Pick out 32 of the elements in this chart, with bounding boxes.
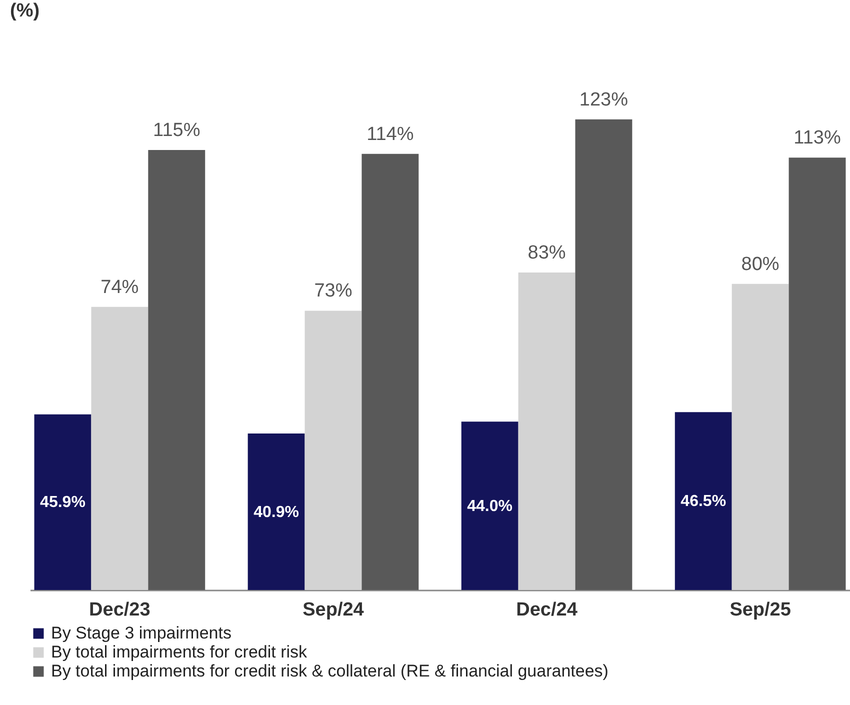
data-label: 113% bbox=[794, 128, 841, 149]
legend-label: By total impairments for credit risk bbox=[51, 642, 308, 662]
data-label: 74% bbox=[100, 276, 139, 298]
chart-title: (%) bbox=[10, 0, 40, 22]
bar bbox=[732, 284, 789, 590]
bar bbox=[461, 422, 518, 590]
data-label: 115% bbox=[153, 120, 200, 142]
bar bbox=[362, 154, 419, 590]
data-label: 83% bbox=[528, 242, 566, 264]
data-label: 123% bbox=[579, 89, 628, 110]
x-tick-label: Sep/24 bbox=[302, 600, 364, 620]
bar bbox=[248, 434, 305, 590]
bar bbox=[518, 272, 576, 590]
data-label: 73% bbox=[314, 280, 352, 302]
data-label: 80% bbox=[741, 254, 780, 275]
x-tick-label: Dec/23 bbox=[89, 600, 150, 620]
bar bbox=[34, 414, 92, 590]
data-label: 114% bbox=[366, 124, 414, 145]
bar bbox=[91, 306, 148, 590]
bar bbox=[304, 310, 362, 590]
x-tick-label: Dec/24 bbox=[516, 600, 578, 620]
bar bbox=[148, 150, 206, 590]
bar bbox=[788, 158, 846, 590]
legend-label: By Stage 3 impairments bbox=[51, 624, 232, 642]
data-label: 45.9% bbox=[40, 494, 86, 512]
bar bbox=[575, 119, 632, 590]
x-tick-label: Sep/25 bbox=[730, 600, 792, 620]
data-label: 40.9% bbox=[254, 504, 299, 521]
legend-label: By total impairments for credit risk & collateral (RE & financial guarantees) bbox=[51, 662, 608, 680]
data-label: 46.5% bbox=[680, 493, 726, 510]
bar bbox=[674, 412, 732, 590]
data-label: 44.0% bbox=[467, 498, 513, 515]
